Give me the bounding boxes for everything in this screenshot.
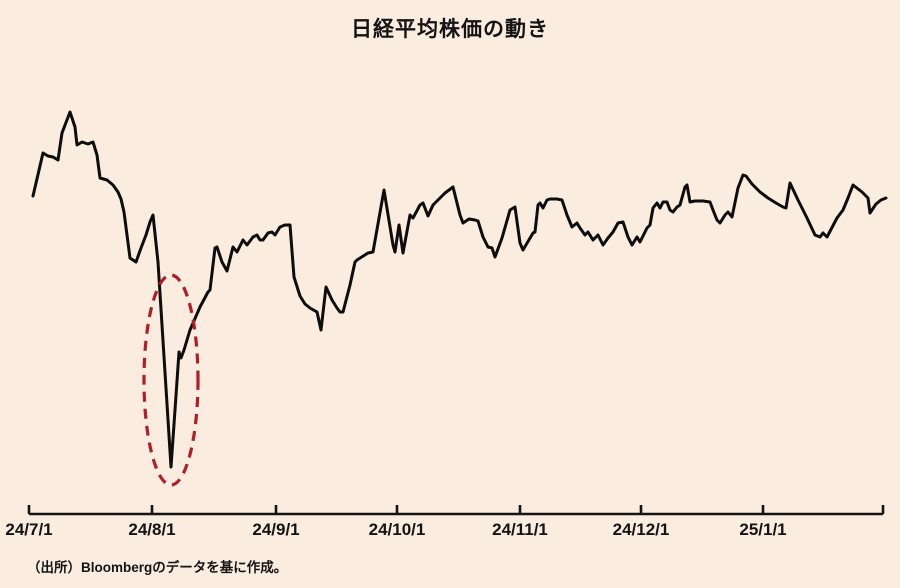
x-tick-label: 24/7/1 <box>5 520 53 539</box>
price-line <box>31 110 888 469</box>
x-tick-label: 24/11/1 <box>492 520 548 539</box>
x-tick-label: 24/9/1 <box>252 520 300 539</box>
x-tick-label: 25/1/1 <box>739 520 787 539</box>
source-note: （出所）Bloombergのデータを基に作成。 <box>27 560 288 575</box>
x-axis <box>27 505 885 516</box>
chart-title: 日経平均株価の動き <box>351 18 549 41</box>
x-tick-label: 24/10/1 <box>368 520 426 539</box>
x-tick-label: 24/8/1 <box>128 520 176 539</box>
crash-highlight-ellipse <box>142 273 200 487</box>
x-tick-label: 24/12/1 <box>612 520 670 539</box>
